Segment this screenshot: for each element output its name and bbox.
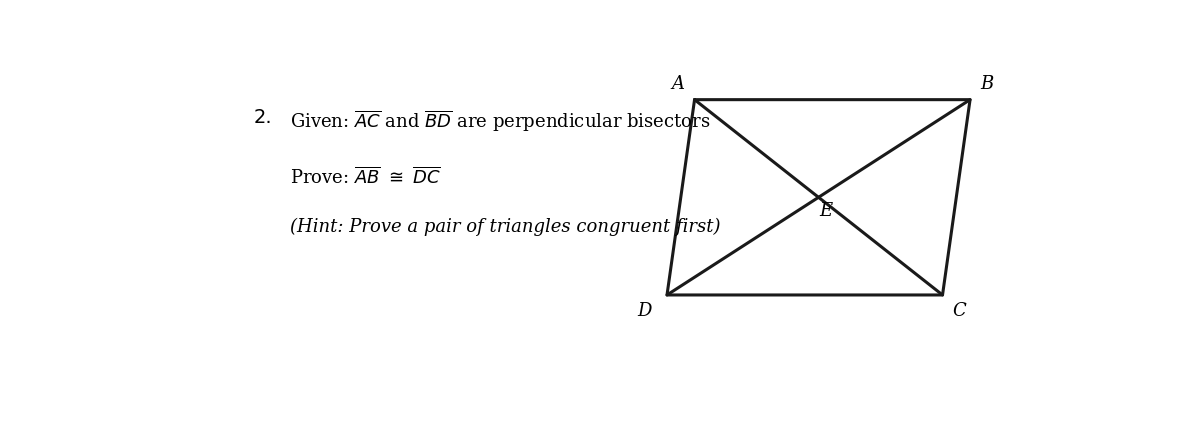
Text: 2.: 2. xyxy=(254,108,273,127)
Text: C: C xyxy=(953,303,966,320)
Text: D: D xyxy=(636,303,652,320)
Text: Prove: $\overline{AB}$ $\cong$ $\overline{DC}$: Prove: $\overline{AB}$ $\cong$ $\overlin… xyxy=(290,166,441,188)
Text: B: B xyxy=(980,75,993,93)
Text: A: A xyxy=(672,75,685,93)
Text: E: E xyxy=(819,202,832,220)
Text: Given: $\overline{AC}$ and $\overline{BD}$ are perpendicular bisectors: Given: $\overline{AC}$ and $\overline{BD… xyxy=(290,108,711,134)
Text: (Hint: Prove a pair of triangles congruent first): (Hint: Prove a pair of triangles congrue… xyxy=(290,218,720,236)
